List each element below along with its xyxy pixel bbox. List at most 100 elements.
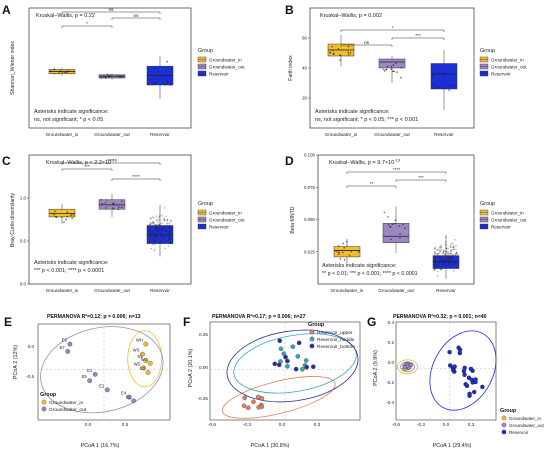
panel-c-point	[162, 230, 165, 233]
panel-c-bracket-label-1: ****	[132, 174, 140, 180]
panel-d-point	[439, 256, 441, 258]
panel-d-bracket-label-0: **	[370, 181, 374, 187]
panel-letter-e: E	[4, 315, 12, 329]
panel-d-point	[441, 252, 444, 255]
panel-b-point	[337, 48, 340, 50]
panel-d-point	[438, 259, 441, 262]
panel-letter-d: D	[285, 154, 294, 168]
panel-letter-g: G	[367, 315, 376, 329]
panel-d-point	[350, 250, 353, 253]
panel-d-point	[449, 265, 451, 268]
panel-g: G PERMANOVA R²=0.32; p = 0.001; n=40 PCo…	[367, 314, 545, 449]
panel-d-point	[442, 249, 445, 252]
panel-d-point	[438, 249, 440, 252]
panel-d-point	[383, 211, 386, 214]
panel-c-point	[161, 222, 164, 225]
panel-c-point	[158, 224, 161, 226]
panel-a-point	[61, 71, 64, 74]
panel-f-xtick-2: 0.0	[279, 422, 286, 427]
panel-f-point-g0-5	[242, 395, 247, 401]
panel-d-point	[456, 255, 459, 258]
panel-d-point	[342, 251, 344, 254]
panel-b-point	[349, 52, 352, 54]
panel-c-point	[166, 219, 169, 221]
panel-d-point	[441, 256, 444, 258]
panel-c-box-2	[146, 225, 174, 244]
panel-d-point	[450, 257, 452, 260]
panel-d-point	[342, 242, 345, 245]
panel-d-point	[449, 256, 451, 258]
panel-a-y-axis-label: Shannon_Wiener index	[10, 41, 16, 95]
panel-e-point-label-0: WH	[136, 338, 143, 343]
panel-f-point-g2-1	[285, 358, 290, 364]
panel-c-point	[149, 221, 152, 224]
panel-d-ytick-label-0: 0.025	[304, 249, 316, 254]
panel-d-point	[346, 240, 348, 243]
panel-f-ellipse-bottom	[226, 329, 359, 403]
panel-f-point-g2-3	[277, 338, 283, 344]
panel-d-point	[447, 254, 450, 257]
panel-c-point	[159, 231, 161, 234]
panel-d-point	[445, 247, 448, 250]
panel-d-point	[437, 254, 440, 257]
panel-b-point	[329, 51, 331, 54]
panel-c-point	[66, 211, 69, 214]
panel-c-point	[150, 233, 152, 235]
panel-f-point-g2-5	[296, 340, 302, 346]
panel-c-point	[158, 224, 161, 227]
panel-letter-b: B	[285, 3, 294, 17]
panel-c-point	[158, 228, 160, 230]
panel-f-point-g0-7	[251, 399, 256, 405]
panel-d-point	[450, 249, 453, 252]
panel-d-point	[433, 269, 436, 272]
panel-c-point	[147, 226, 150, 228]
panel-b-point	[441, 87, 444, 90]
panel-c-point	[148, 230, 151, 233]
panel-d-point	[388, 224, 390, 226]
panel-d-point	[450, 258, 453, 260]
panel-g-ytick-4: -0.4	[386, 400, 394, 405]
panel-c-point	[154, 225, 157, 227]
panel-d-legend-label-1: Groundwater_out	[491, 217, 527, 222]
panel-d-point	[449, 245, 452, 247]
panel-c-point	[170, 226, 172, 229]
panel-f-point-g1-7	[303, 358, 309, 363]
panel-g-xtick-2: 0.0	[443, 422, 450, 427]
panel-a-point	[59, 70, 62, 72]
panel-d-point	[433, 266, 436, 269]
panel-d-point	[438, 252, 440, 255]
panel-c-legend: Group Groundwater_in Groundwater_out Reserv…	[197, 201, 245, 229]
panel-a-bracket-1	[111, 17, 161, 20]
panel-c-point	[151, 216, 154, 218]
panel-d-point	[444, 253, 446, 256]
panel-c-point	[151, 230, 153, 232]
panel-e-point-0	[143, 341, 149, 347]
panel-a-point	[58, 72, 61, 75]
panel-c-point	[162, 226, 164, 229]
panel-a-point	[58, 71, 61, 73]
panel-d-point	[442, 259, 444, 261]
panel-d-point	[433, 259, 436, 261]
panel-c-point	[168, 231, 171, 233]
panel-c-point	[155, 235, 158, 238]
panel-d-point	[437, 252, 439, 255]
panel-g-ytick-2: 0.0	[388, 360, 395, 365]
panel-d-point	[456, 261, 459, 264]
panel-c-point	[154, 236, 157, 238]
panel-f-marks	[209, 321, 361, 421]
panel-f-point-g1-8	[285, 363, 290, 369]
panel-c-point	[152, 222, 155, 224]
panel-d-point	[440, 258, 442, 261]
panel-d-point	[455, 248, 457, 251]
panel-a-bracket-0	[61, 25, 113, 28]
panel-e-point-2	[143, 358, 149, 363]
panel-g-legend-title: Group	[500, 408, 517, 414]
panel-d-point	[452, 248, 455, 251]
panel-c-point	[170, 242, 172, 244]
panel-a-point	[156, 71, 159, 73]
panel-d-point	[452, 245, 455, 247]
panel-d-note-title: Asterisks indicate significance:	[322, 263, 397, 269]
panel-b-point	[332, 49, 334, 51]
panel-d-point	[447, 257, 449, 260]
panel-letter-f: F	[183, 315, 190, 329]
